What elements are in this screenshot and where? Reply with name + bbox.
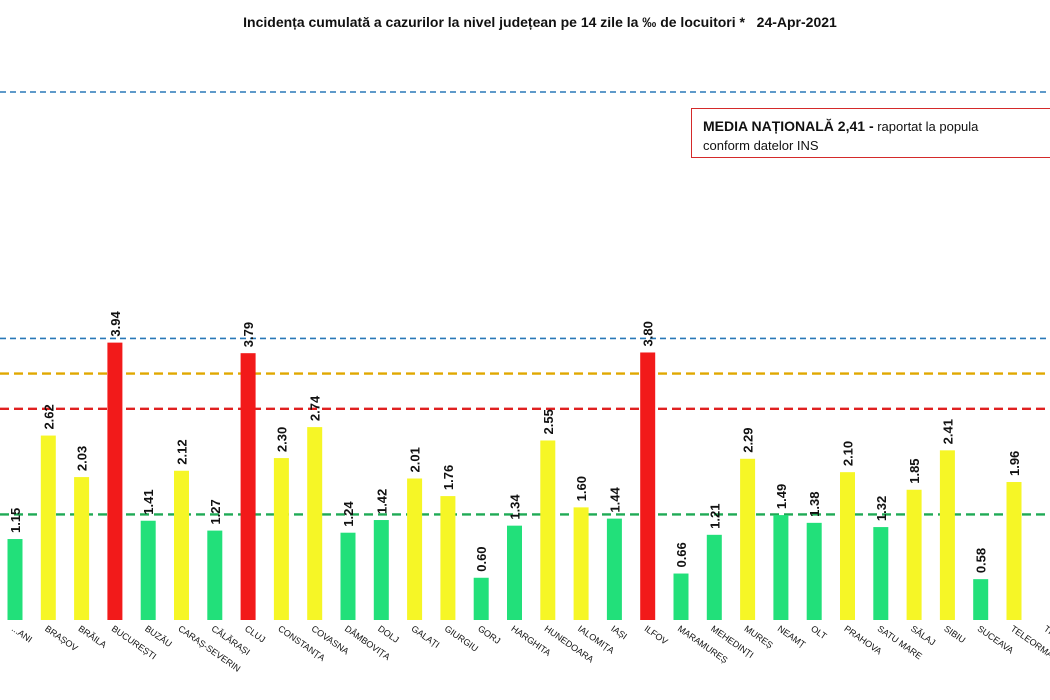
national-average-box: MEDIA NAȚIONALĂ 2,41 - raportat la popul… <box>691 108 1050 158</box>
category-label: TIM... <box>1042 623 1050 644</box>
category-label: SIBIU <box>942 623 967 645</box>
value-label: 1.96 <box>1007 451 1022 476</box>
value-label: 1.85 <box>907 458 922 483</box>
value-label: 1.44 <box>607 487 622 513</box>
category-label: BRĂILA <box>76 623 108 650</box>
category-label: OLT <box>809 623 829 641</box>
value-label: 2.10 <box>841 441 856 466</box>
bar <box>740 458 756 620</box>
chart-title: Incidența cumulată a cazurilor la nivel … <box>243 14 837 30</box>
category-label: GIURGIU <box>443 623 480 653</box>
bar <box>773 515 789 620</box>
bar <box>1006 482 1022 620</box>
bar <box>507 525 522 620</box>
value-label: 2.30 <box>274 427 289 452</box>
value-label: 2.03 <box>75 446 90 471</box>
value-label: 1.76 <box>441 465 456 490</box>
bar <box>606 518 622 620</box>
bar <box>340 532 356 620</box>
bar <box>973 579 989 620</box>
value-label: 1.24 <box>341 501 356 527</box>
bar <box>107 342 123 620</box>
value-label: 1.41 <box>141 489 156 514</box>
category-label: SUCEAVA <box>976 623 1016 655</box>
bar <box>140 520 156 620</box>
bar <box>7 539 23 620</box>
bar <box>407 478 423 620</box>
value-label: 1.27 <box>208 499 223 524</box>
bar <box>806 522 822 620</box>
value-label: 1.32 <box>874 496 889 521</box>
category-label: IAȘI <box>609 623 629 641</box>
category-label: NEAMȚ <box>776 623 808 650</box>
national-average-note: raportat la popula <box>873 119 979 134</box>
bar <box>273 458 289 620</box>
value-label: 1.42 <box>374 489 389 514</box>
category-label: SĂLAJ <box>909 623 937 647</box>
bar <box>174 470 189 620</box>
bar <box>240 353 256 620</box>
value-label: 3.80 <box>641 321 656 346</box>
bar <box>673 573 689 620</box>
value-label: 1.38 <box>807 492 822 517</box>
national-average-source: conform datelor INS <box>703 138 819 153</box>
national-average-line1: MEDIA NAȚIONALĂ 2,41 - raportat la popul… <box>703 117 1050 136</box>
category-label: GALAȚI <box>409 623 441 650</box>
value-label: 2.55 <box>541 409 556 434</box>
bar <box>440 496 456 620</box>
bar <box>873 527 889 620</box>
bar <box>640 352 656 620</box>
value-label: 2.29 <box>741 427 756 452</box>
value-label: 0.60 <box>474 546 489 571</box>
bars <box>7 342 1022 620</box>
bar <box>540 440 556 620</box>
bar <box>74 477 90 620</box>
category-label: ...ANI <box>10 623 34 644</box>
threshold-lines <box>0 91 1050 516</box>
value-label: 2.62 <box>41 404 56 429</box>
value-labels: 1.15 2.62 2.03 3.94 1.41 2.12 1.27 3.79 2.30 2.74… <box>8 311 1022 574</box>
value-label: 2.12 <box>175 439 190 464</box>
value-label: 1.21 <box>707 504 722 529</box>
bar <box>373 520 389 620</box>
category-label: DOLJ <box>376 623 401 644</box>
value-label: 2.01 <box>408 447 423 472</box>
value-label: 3.79 <box>241 322 256 347</box>
value-label: 2.41 <box>940 419 955 444</box>
bar <box>473 577 489 620</box>
category-label: CLUJ <box>243 623 267 644</box>
category-label: GORJ <box>476 623 502 646</box>
category-label: ILFOV <box>643 623 670 646</box>
bar <box>307 427 323 620</box>
bar <box>573 507 589 620</box>
bar <box>906 489 922 620</box>
value-label: 1.34 <box>508 494 523 520</box>
national-average-value: MEDIA NAȚIONALĂ 2,41 - <box>703 118 874 134</box>
category-label: BRAȘOV <box>43 623 79 653</box>
value-label: 1.49 <box>774 484 789 509</box>
bar <box>207 530 223 620</box>
bar <box>939 450 955 620</box>
value-label: 2.74 <box>308 395 323 421</box>
value-label: 0.58 <box>974 548 989 573</box>
value-label: 3.94 <box>108 311 123 337</box>
value-label: 1.15 <box>8 508 23 533</box>
bar <box>840 472 855 620</box>
bar <box>706 534 722 620</box>
value-label: 0.66 <box>674 542 689 567</box>
bar <box>40 435 56 620</box>
value-label: 1.60 <box>574 476 589 501</box>
